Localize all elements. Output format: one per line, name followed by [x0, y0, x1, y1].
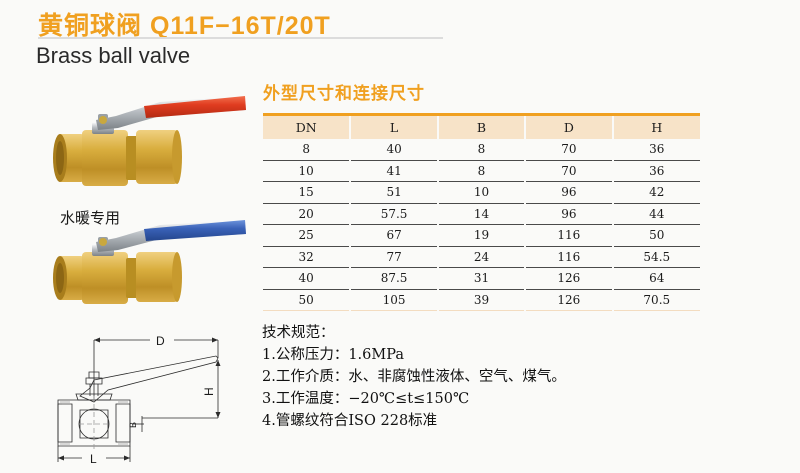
cell-dn: 8: [263, 139, 352, 161]
cell-l: 41: [350, 160, 439, 182]
dimension-table: DN L B D H 8 40 8 70 36 10 41 8 70 36 15 51 10 96 42…: [263, 113, 700, 311]
column-header-l: L: [350, 113, 439, 139]
cell-dn: 32: [263, 246, 352, 268]
cell-b: 14: [437, 203, 527, 225]
table-row: 15 51 10 96 42: [263, 181, 700, 204]
column-header-d: D: [525, 113, 614, 139]
cell-b: 8: [437, 139, 527, 161]
cell-l: 87.5: [350, 267, 439, 290]
cell-dn: 20: [263, 203, 352, 225]
spec-item-medium: 2.工作介质：水、非腐蚀性液体、空气、煤气。: [262, 369, 566, 385]
cell-l: 57.5: [350, 203, 439, 225]
cell-d: 70: [525, 160, 614, 182]
column-header-b: B: [437, 113, 527, 139]
spec-item-thread: 4.管螺纹符合ISO 228标准: [262, 413, 438, 429]
spec-heading: 技术规范：: [262, 325, 335, 341]
cell-l: 40: [350, 139, 439, 161]
cell-h: 36: [612, 160, 700, 182]
cell-h: 50: [612, 224, 700, 247]
table-row: 25 67 19 116 50: [263, 224, 700, 247]
cell-d: 116: [525, 224, 614, 247]
cell-h: 70.5: [612, 289, 700, 311]
page-title-chinese: 黄铜球阀 Q11F−16T/20T: [38, 12, 331, 40]
table-header-row: DN L B D H: [263, 113, 700, 139]
drawing-label-b: B: [128, 422, 138, 428]
cell-dn: 15: [263, 181, 352, 204]
table-row: 32 77 24 116 54.5: [263, 246, 700, 268]
cell-b: 10: [437, 181, 527, 204]
cell-d: 96: [525, 203, 614, 225]
cell-h: 54.5: [612, 246, 700, 268]
cell-b: 8: [437, 160, 527, 182]
spec-item-pressure: 1.公称压力：1.6MPa: [262, 347, 404, 363]
page-title-english: Brass ball valve: [36, 43, 191, 68]
cell-h: 44: [612, 203, 700, 225]
cell-b: 31: [437, 267, 527, 290]
spec-item-temperature: 3.工作温度：−20℃≤t≤150℃: [262, 391, 470, 407]
cell-dn: 25: [263, 224, 352, 247]
cell-h: 42: [612, 181, 700, 204]
table-row: 20 57.5 14 96 44: [263, 203, 700, 225]
cell-l: 105: [350, 289, 439, 311]
cell-l: 67: [350, 224, 439, 247]
drawing-label-d: D: [156, 334, 165, 348]
cell-d: 126: [525, 289, 614, 311]
cell-l: 77: [350, 246, 439, 268]
cell-d: 96: [525, 181, 614, 204]
cell-d: 116: [525, 246, 614, 268]
cell-d: 70: [525, 139, 614, 161]
drawing-label-h: H: [202, 387, 216, 396]
table-row: 50 105 39 126 70.5: [263, 289, 700, 311]
valve-photo-blue-handle: [40, 214, 255, 319]
cell-b: 19: [437, 224, 527, 247]
valve-technical-drawing: D H B L: [32, 318, 260, 473]
cell-h: 36: [612, 139, 700, 161]
column-header-dn: DN: [263, 113, 352, 139]
table-row: 40 87.5 31 126 64: [263, 267, 700, 290]
cell-dn: 50: [263, 289, 352, 311]
cell-d: 126: [525, 267, 614, 290]
technical-specifications: 技术规范： 1.公称压力：1.6MPa 2.工作介质：水、非腐蚀性液体、空气、煤…: [262, 322, 566, 432]
title-divider: [38, 37, 443, 39]
valve-caption-plumbing: 水暖专用: [60, 209, 121, 227]
cell-dn: 40: [263, 267, 352, 290]
valve-photo-red-handle: [40, 86, 255, 211]
table-row: 10 41 8 70 36: [263, 160, 700, 182]
cell-dn: 10: [263, 160, 352, 182]
column-header-h: H: [612, 113, 700, 139]
cell-b: 39: [437, 289, 527, 311]
cell-h: 64: [612, 267, 700, 290]
dimension-table-heading: 外型尺寸和连接尺寸: [263, 84, 425, 104]
drawing-label-l: L: [90, 452, 97, 466]
table-row: 8 40 8 70 36: [263, 139, 700, 161]
cell-b: 24: [437, 246, 527, 268]
cell-l: 51: [350, 181, 439, 204]
